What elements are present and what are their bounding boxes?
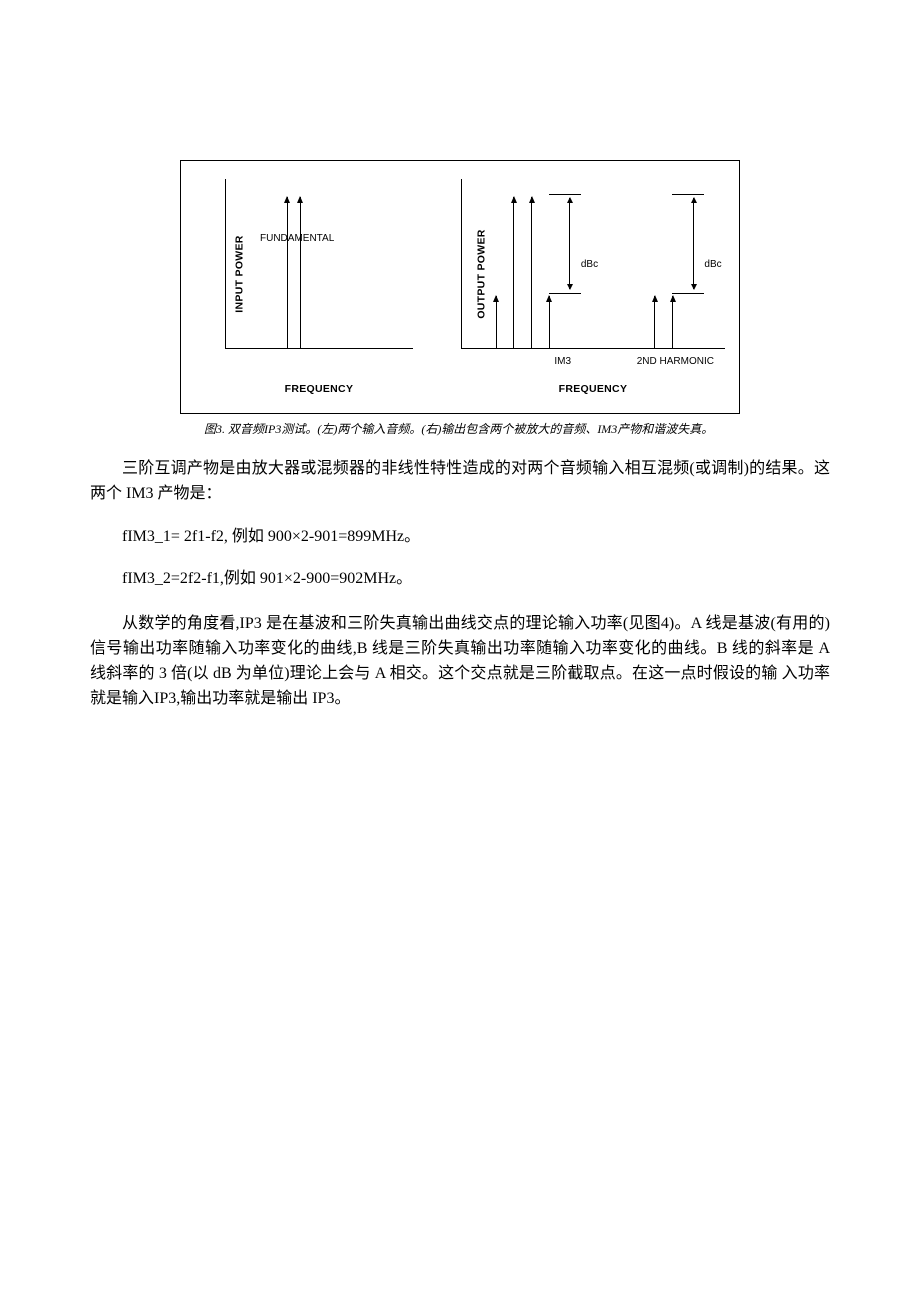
input-tone-2 xyxy=(300,197,301,349)
im3-upper-spike xyxy=(549,296,550,349)
im3-label: IM3 xyxy=(554,356,571,367)
x-axis-label: FREQUENCY xyxy=(461,383,725,395)
page-content: INPUT POWER FREQUENCY FUNDAMENTAL OUTPUT… xyxy=(0,0,920,771)
y-axis xyxy=(461,179,462,349)
output-tone-2 xyxy=(531,197,532,349)
dbc1-dim-line xyxy=(569,198,570,289)
paragraph-2: 从数学的角度看,IP3 是在基波和三阶失真输出曲线交点的理论输入功率(见图4)。… xyxy=(90,612,830,711)
figure-caption: 图3. 双音频IP3测试。(左)两个输入音频。(右)输出包含两个被放大的音频、I… xyxy=(180,420,740,437)
y-axis-label: OUTPUT POWER xyxy=(476,229,488,318)
dbc1-label: dBc xyxy=(581,259,598,270)
x-axis xyxy=(225,348,413,349)
dbc2-label: dBc xyxy=(704,259,721,270)
harmonic-spike-1 xyxy=(654,296,655,349)
figure-box: INPUT POWER FREQUENCY FUNDAMENTAL OUTPUT… xyxy=(180,160,740,414)
x-axis xyxy=(461,348,725,349)
right-chart: OUTPUT POWER FREQUENCY dBc xyxy=(431,179,725,369)
dbc1-top-cap xyxy=(549,194,581,195)
dbc2-bot-cap xyxy=(672,293,704,294)
dbc2-top-cap xyxy=(672,194,704,195)
y-axis-label: INPUT POWER xyxy=(234,235,246,312)
figure-3: INPUT POWER FREQUENCY FUNDAMENTAL OUTPUT… xyxy=(180,160,740,437)
harmonic-label: 2ND HARMONIC xyxy=(637,356,714,367)
im3-lower-spike xyxy=(496,296,497,349)
input-tone-1 xyxy=(287,197,288,349)
dbc2-dim-line xyxy=(693,198,694,289)
y-axis xyxy=(225,179,226,349)
formula-1: fIM3_1= 2f1-f2, 例如 900×2-901=899MHz。 xyxy=(90,525,830,550)
paragraph-1: 三阶互调产物是由放大器或混频器的非线性特性造成的对两个音频输入相互混频(或调制)… xyxy=(90,457,830,507)
formula-2: fIM3_2=2f2-f1,例如 901×2-900=902MHz。 xyxy=(90,567,830,592)
fundamental-label: FUNDAMENTAL xyxy=(260,233,334,244)
dbc1-bot-cap xyxy=(549,293,581,294)
x-axis-label: FREQUENCY xyxy=(225,383,413,395)
left-chart: INPUT POWER FREQUENCY FUNDAMENTAL xyxy=(195,179,413,369)
harmonic-spike-2 xyxy=(672,296,673,349)
output-tone-1 xyxy=(513,197,514,349)
